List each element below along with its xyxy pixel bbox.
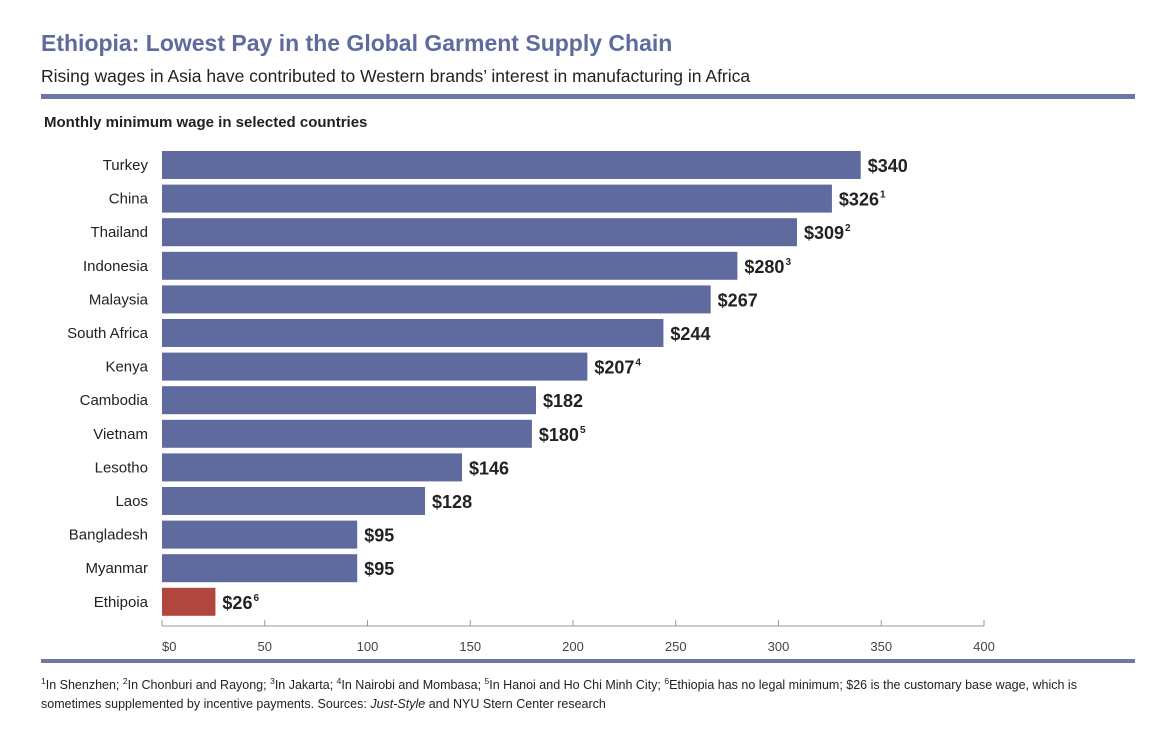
bar: [162, 587, 216, 616]
bar: [162, 184, 832, 213]
category-label: South Africa: [67, 325, 149, 342]
value-label: $182: [543, 391, 583, 411]
footnote-mark: 6: [253, 593, 259, 604]
source-italic: Just-Style: [370, 697, 426, 711]
category-label: Turkey: [103, 157, 149, 174]
x-tick-label: 350: [870, 639, 892, 654]
value-label: $280: [744, 257, 784, 277]
value-label: $95: [364, 526, 394, 546]
footnote-text: In Nairobi and Mombasa;: [341, 678, 485, 692]
x-tick-label: 300: [768, 639, 790, 654]
bar: [162, 251, 738, 280]
footnote-mark: 5: [580, 425, 586, 436]
value-label: $146: [469, 458, 509, 478]
footnote-mark: 3: [785, 257, 791, 268]
x-tick-label: 150: [459, 639, 481, 654]
bar: [162, 352, 588, 381]
bar: [162, 487, 426, 515]
footnote-mark: 3: [270, 676, 275, 686]
footnote-text: In Shenzhen;: [45, 678, 123, 692]
footnote-text: Ethiopia has no legal minimum; $26 is th…: [41, 678, 1077, 711]
value-label: $244: [670, 324, 710, 344]
footnote: 1In Shenzhen; 2In Chonburi and Rayong; 3…: [41, 672, 1135, 714]
footnote-mark: 2: [845, 223, 851, 234]
x-tick-label: $0: [162, 639, 176, 654]
category-label: Kenya: [105, 359, 148, 376]
x-tick-label: 250: [665, 639, 687, 654]
bottom-divider: [41, 659, 1135, 663]
bar: [162, 386, 537, 415]
x-tick-label: 200: [562, 639, 584, 654]
footnote-text: In Hanoi and Ho Chi Minh City;: [489, 678, 665, 692]
category-label: Vietnam: [93, 426, 148, 443]
x-tick-label: 50: [258, 639, 272, 654]
footnote-mark: 1: [880, 190, 886, 201]
value-label: $309: [804, 223, 844, 243]
bar: [162, 151, 861, 179]
source-rest: and NYU Stern Center research: [425, 697, 606, 711]
category-label: Malaysia: [89, 291, 149, 308]
footnote-text: In Chonburi and Rayong;: [127, 678, 271, 692]
x-tick-label: 100: [357, 639, 379, 654]
bar: [162, 319, 664, 347]
value-label: $340: [868, 156, 908, 176]
chart-title: Ethiopia: Lowest Pay in the Global Garme…: [41, 30, 673, 56]
chart-subtitle: Rising wages in Asia have contributed to…: [41, 66, 751, 86]
footnote-mark: 1: [41, 676, 46, 686]
footnote-text: In Jakarta;: [274, 678, 337, 692]
footnote-mark: 4: [336, 676, 342, 686]
category-label: Bangladesh: [69, 527, 148, 544]
footnote-mark: 5: [484, 676, 490, 686]
value-label: $180: [539, 425, 579, 445]
bar: [162, 218, 797, 247]
bar: [162, 285, 711, 314]
value-label: $326: [839, 190, 879, 210]
category-label: Thailand: [90, 224, 148, 241]
bar: [162, 520, 358, 549]
bar: [162, 453, 463, 482]
value-label: $26: [222, 593, 252, 613]
footnote-mark: 2: [122, 676, 128, 686]
footnote-mark: 6: [664, 676, 670, 686]
category-label: Indonesia: [83, 258, 149, 275]
category-label: Cambodia: [80, 392, 149, 409]
chart-heading: Monthly minimum wage in selected countri…: [44, 114, 368, 131]
bar: [162, 554, 358, 583]
value-label: $267: [718, 290, 758, 310]
category-label: Ethipoia: [94, 594, 149, 611]
bar: [162, 419, 532, 448]
category-label: Lesotho: [95, 459, 148, 476]
value-label: $207: [594, 358, 634, 378]
x-tick-label: 400: [973, 639, 995, 654]
category-label: Myanmar: [85, 560, 148, 577]
value-label: $128: [432, 492, 472, 512]
category-label: Laos: [115, 493, 148, 510]
top-divider: [41, 94, 1135, 99]
category-label: China: [109, 191, 149, 208]
value-label: $95: [364, 559, 394, 579]
footnote-mark: 4: [635, 358, 641, 369]
